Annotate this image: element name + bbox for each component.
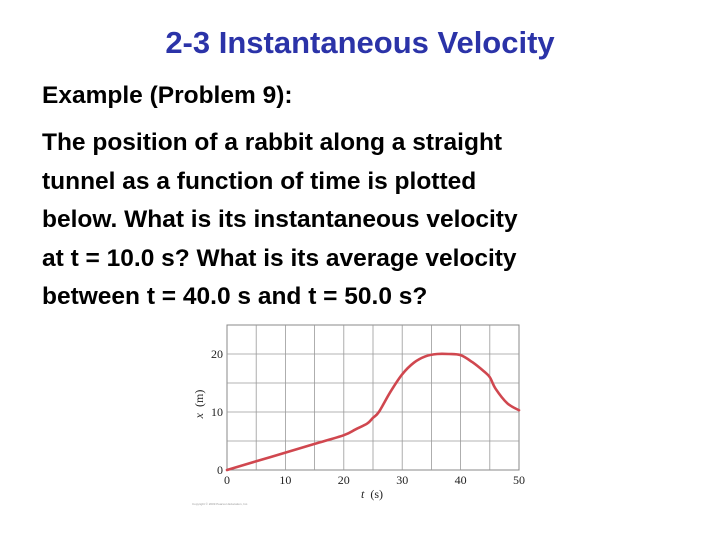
position-curve <box>225 352 521 472</box>
x-tick-label: 10 <box>279 473 291 487</box>
problem-line: between t = 40.0 s and t = 50.0 s? <box>42 283 428 310</box>
y-axis-variable: x <box>192 412 206 419</box>
x-axis-label: t (s) <box>361 487 383 501</box>
position-time-chart: 0 10 20 30 40 50 0 10 20 x (m) t (s) Copyright ©… <box>192 324 525 506</box>
x-tick-label: 30 <box>396 473 408 487</box>
x-axis-unit: (s) <box>370 487 383 501</box>
chart-grid <box>226 324 520 471</box>
y-tick-label: 0 <box>217 463 223 477</box>
problem-line: at t = 10.0 s? What is its average veloc… <box>42 244 517 272</box>
slide-title: 2-3 Instantaneous Velocity <box>165 25 555 60</box>
example-heading: Example (Problem 9): <box>42 82 293 109</box>
problem-line: tunnel as a function of time is plotted <box>42 167 477 195</box>
copyright-notice: Copyright © 2009 Pearson Education, Inc. <box>192 502 248 506</box>
x-tick-label: 40 <box>455 473 467 487</box>
chart-plot-area <box>225 352 521 472</box>
x-tick-label: 20 <box>338 473 350 487</box>
y-tick-label: 20 <box>211 347 223 361</box>
problem-line: below. What is its instantaneous velocit… <box>42 206 518 233</box>
y-tick-label: 10 <box>211 405 223 419</box>
y-axis-unit: (m) <box>192 390 206 407</box>
x-tick-label: 0 <box>224 473 230 487</box>
x-tick-label: 50 <box>513 473 525 487</box>
y-axis-label: x (m) <box>192 390 206 420</box>
problem-statement: The position of a rabbit along a straigh… <box>42 124 702 317</box>
problem-line: The position of a rabbit along a straigh… <box>42 129 503 156</box>
x-axis-variable: t <box>361 487 365 501</box>
chart-tick-labels: 0 10 20 30 40 50 0 10 20 <box>211 347 525 487</box>
